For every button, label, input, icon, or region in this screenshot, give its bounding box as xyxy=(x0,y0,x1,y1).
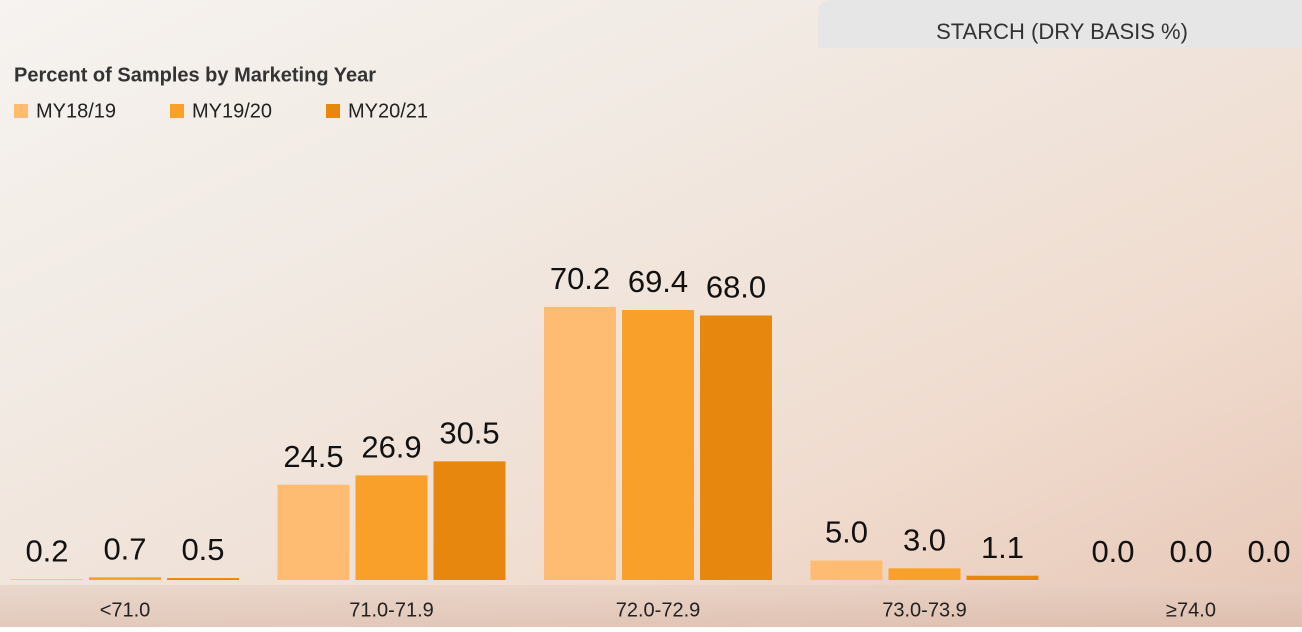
value-label: 0.2 xyxy=(25,533,68,568)
header: STARCH (DRY BASIS %) xyxy=(936,19,1188,44)
bar xyxy=(89,577,161,580)
bar xyxy=(167,578,239,580)
value-label: 24.5 xyxy=(283,439,343,474)
value-label: 68.0 xyxy=(706,270,766,305)
x-tick-label: 71.0-71.9 xyxy=(349,599,434,621)
value-label: 0.7 xyxy=(103,531,146,566)
bar xyxy=(966,575,1039,580)
legend-swatch xyxy=(170,104,184,118)
value-label: 0.0 xyxy=(1247,534,1290,569)
bar xyxy=(11,579,83,580)
value-label: 0.5 xyxy=(181,532,224,567)
bar xyxy=(700,315,772,580)
header-tab xyxy=(818,0,1302,48)
bar xyxy=(544,306,616,580)
value-label: 3.0 xyxy=(903,523,946,558)
value-label: 0.0 xyxy=(1091,534,1134,569)
legend-label: MY18/19 xyxy=(36,100,116,122)
bar xyxy=(810,560,883,580)
floor-band xyxy=(0,585,1302,627)
value-label: 0.0 xyxy=(1169,534,1212,569)
value-label: 5.0 xyxy=(825,515,868,550)
legend-swatch xyxy=(326,104,340,118)
x-tick-label: 73.0-73.9 xyxy=(882,599,967,621)
value-label: 30.5 xyxy=(439,416,499,451)
legend-label: MY20/21 xyxy=(348,100,428,122)
bar xyxy=(433,461,506,580)
legend-label: MY19/20 xyxy=(192,100,272,122)
x-tick-label: <71.0 xyxy=(100,599,151,621)
x-tick-label: ≥74.0 xyxy=(1166,599,1216,621)
value-label: 69.4 xyxy=(628,264,688,299)
value-label: 70.2 xyxy=(550,261,610,296)
bar xyxy=(277,484,350,580)
bar xyxy=(622,310,694,580)
bar xyxy=(355,475,428,580)
x-tick-label: 72.0-72.9 xyxy=(616,599,701,621)
value-label: 26.9 xyxy=(361,430,421,465)
chart-title: Percent of Samples by Marketing Year xyxy=(14,64,376,86)
value-label: 1.1 xyxy=(981,530,1024,565)
legend-swatch xyxy=(14,104,28,118)
bar xyxy=(888,568,961,580)
